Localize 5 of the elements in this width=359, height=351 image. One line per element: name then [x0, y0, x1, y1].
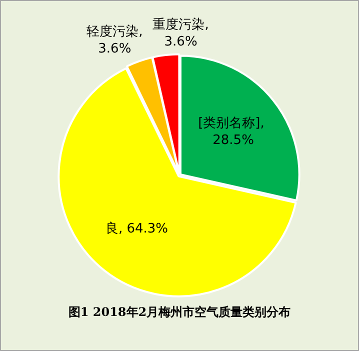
slice-label: 轻度污染, 3.6%	[86, 24, 143, 57]
slice-label: 良, 64.3%	[105, 222, 168, 237]
text: 图1 2018年2月梅州市空气质量类别分布	[68, 304, 291, 319]
slice-label: [类别名称], 28.5%	[198, 116, 268, 148]
slice-label: 重度污染, 3.6%	[152, 16, 209, 50]
